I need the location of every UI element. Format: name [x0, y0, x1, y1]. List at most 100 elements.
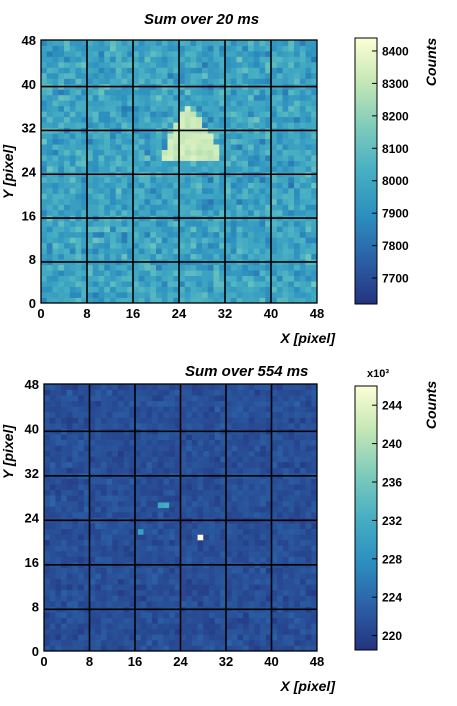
heatmap-cell [123, 645, 130, 652]
heatmap-cell [161, 275, 168, 282]
heatmap-cell [271, 484, 278, 491]
heatmap-cell [110, 166, 117, 172]
heatmap-cell [248, 628, 255, 635]
heatmap-cell [123, 489, 130, 496]
heatmap-cell [260, 406, 267, 413]
heatmap-cell [242, 237, 249, 244]
heatmap-cell [92, 155, 99, 161]
heatmap-cell [87, 264, 94, 271]
heatmap-cell [230, 111, 237, 118]
heatmap-cell [157, 550, 164, 557]
heatmap-cell [242, 149, 249, 156]
heatmap-cell [294, 395, 301, 402]
heatmap-cell [66, 584, 73, 591]
heatmap-cell [81, 231, 88, 238]
heatmap-cell [163, 550, 170, 557]
heatmap-cell [203, 384, 210, 390]
heatmap-cell [207, 144, 214, 150]
heatmap-cell [89, 584, 96, 591]
heatmap-cell [83, 645, 90, 652]
heatmap-cell [186, 639, 193, 646]
heatmap-cell [41, 182, 48, 189]
heatmap-cell [219, 281, 226, 287]
heatmap-cell [191, 589, 198, 596]
heatmap-cell [213, 155, 220, 161]
heatmap-cell [112, 434, 119, 441]
heatmap-cell [226, 584, 233, 591]
heatmap-cell [138, 198, 145, 205]
heatmap-cell [196, 50, 203, 57]
heatmap-cell [294, 155, 301, 161]
heatmap-cell [214, 467, 221, 474]
heatmap-cell [152, 467, 159, 474]
heatmap-cell [180, 556, 187, 563]
heatmap-cell [294, 94, 301, 101]
heatmap-cell [243, 589, 250, 596]
heatmap-cell [265, 198, 272, 205]
heatmap-cell [55, 528, 62, 535]
heatmap-cell [152, 478, 159, 485]
heatmap-cell [55, 600, 62, 607]
heatmap-cell [133, 286, 140, 293]
heatmap-cell [66, 623, 73, 630]
heatmap-cell [288, 411, 295, 418]
heatmap-cell [260, 595, 267, 602]
heatmap-cell [191, 567, 198, 574]
heatmap-cell [100, 523, 107, 530]
heatmap-cell [58, 176, 65, 183]
heatmap-cell [174, 411, 181, 418]
heatmap-cell [299, 176, 306, 183]
heatmap-cell [72, 495, 79, 502]
heatmap-cell [265, 166, 272, 172]
heatmap-cell [237, 406, 244, 413]
heatmap-cell [294, 584, 301, 591]
heatmap-cell [49, 556, 56, 563]
heatmap-cell [55, 500, 62, 507]
heatmap-cell [92, 116, 99, 123]
heatmap-cell [58, 264, 65, 271]
heatmap-cell [265, 417, 272, 424]
heatmap-cell [237, 395, 244, 402]
heatmap-cell [92, 50, 99, 57]
heatmap-cell [213, 286, 220, 293]
heatmap-cell [64, 56, 71, 63]
heatmap-cell [305, 506, 312, 513]
heatmap-cell [225, 242, 232, 249]
heatmap-cell [173, 220, 180, 227]
heatmap-cell [55, 589, 62, 596]
heatmap-cell [305, 133, 312, 140]
heatmap-cell [115, 226, 122, 233]
heatmap-cell [208, 567, 216, 574]
heatmap-cell [46, 45, 53, 52]
heatmap-cell [231, 628, 238, 635]
heatmap-cell [135, 628, 142, 635]
heatmap-cell [163, 461, 170, 468]
heatmap-cell [226, 534, 233, 541]
heatmap-cell [146, 589, 153, 596]
heatmap-cell [248, 545, 255, 552]
heatmap-cell [276, 193, 283, 200]
heatmap-cell [207, 226, 214, 233]
heatmap-cell [92, 237, 99, 244]
heatmap-cell [305, 445, 312, 452]
heatmap-cell [299, 56, 306, 63]
heatmap-cell [46, 149, 53, 156]
heatmap-cell [265, 506, 272, 513]
heatmap-cell [276, 292, 283, 298]
heatmap-cell [41, 198, 48, 205]
heatmap-cell [110, 100, 117, 107]
heatmap-cell [196, 193, 203, 200]
heatmap-cell [69, 138, 76, 145]
heatmap-cell [95, 584, 102, 591]
heatmap-cell [61, 506, 68, 513]
heatmap-cell [49, 634, 56, 641]
heatmap-cell [123, 506, 130, 513]
heatmap-cell [226, 556, 233, 563]
heatmap-cell [127, 198, 134, 205]
heatmap-cell [226, 589, 233, 596]
heatmap-cell [58, 292, 65, 298]
heatmap-cell [191, 461, 198, 468]
heatmap-cell [299, 160, 306, 167]
heatmap-cell [66, 645, 73, 652]
heatmap-cell [98, 72, 105, 79]
